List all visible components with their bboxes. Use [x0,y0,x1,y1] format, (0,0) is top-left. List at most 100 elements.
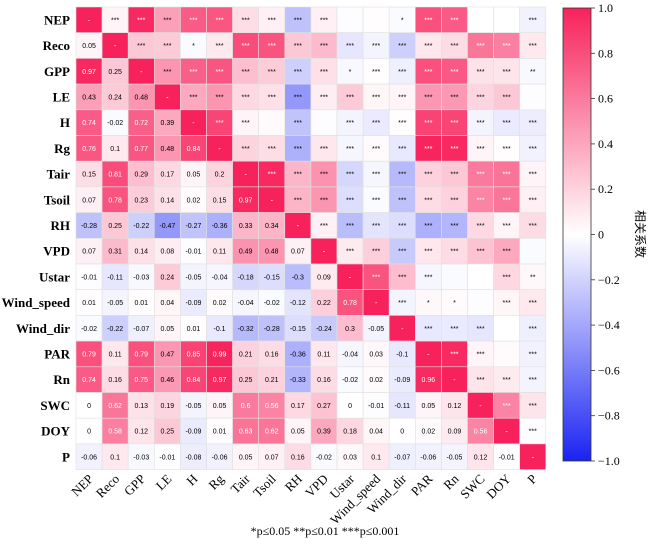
cell-significance-label: *** [320,17,328,24]
row-labels: NEP Reco GPP LE H Rg Tair Tsoil RH VPD Ustar Wind_s… [2,12,71,464]
heatmap-cell [258,186,286,213]
colorbar-tick-label: 0.8 [598,46,613,60]
cell-value-label: -0.09 [394,377,410,384]
heatmap-cell [414,212,442,239]
row-label: H [60,115,70,130]
heatmap-cell [362,340,390,368]
cell-value-label: 0.62 [265,429,279,436]
cell-significance-label: *** [476,69,484,76]
cell-significance-label: - [505,429,508,436]
cell-value-label: 0 [87,403,91,410]
cell-significance-label: *** [320,172,328,179]
cell-value-label: 0.79 [134,351,148,358]
cell-value-label: 0.03 [343,454,357,461]
cell-significance-label: *** [529,223,537,230]
heatmap-cell [154,32,181,59]
heatmap-cell [101,443,129,470]
heatmap-cell [180,58,207,85]
cell-value-label: 0.07 [82,249,96,256]
heatmap-cell [284,315,312,342]
cell-value-label: 0.12 [448,403,462,410]
cell-significance-label: *** [450,120,458,127]
cell-value-label: 0.25 [239,377,253,384]
cell-value-label: 0.02 [422,429,436,436]
cell-value-label: 0.33 [239,223,253,230]
cell-significance-label: *** [372,172,380,179]
cell-significance-label: *** [529,351,537,358]
column-label: RH [282,471,305,494]
cell-value-label: 0.05 [82,43,96,50]
heatmap-cell [388,443,416,470]
cell-significance-label: *** [372,69,380,76]
heatmap-cell [258,263,286,291]
heatmap-cell [310,160,338,188]
heatmap-cell [127,392,155,419]
cell-significance-label: *** [320,43,328,50]
row-label: RH [51,218,71,233]
cell-value-label: -0.05 [185,274,201,281]
heatmap-cell [519,340,547,368]
cell-value-label: 0.77 [134,146,148,153]
heatmap-cell [101,340,129,368]
cell-value-label: -0.02 [264,300,280,307]
heatmap-cell [441,289,468,316]
significance-footnote: *p≤0.05 **p≤0.01 ***p≤0.001 [250,524,400,538]
heatmap-cell [493,315,521,342]
cell-value-label: 0.05 [239,454,253,461]
heatmap-cell [362,109,390,136]
heatmap-cell [414,289,442,316]
heatmap-cell [258,392,286,419]
cell-value-label: 0.07 [265,454,279,461]
cell-value-label: 0.09 [317,274,331,281]
row-label: LE [53,89,70,104]
row-label: Ustar [39,269,70,284]
heatmap-cell [362,32,390,59]
cell-significance-label: *** [503,403,511,410]
cell-significance-label: *** [398,172,406,179]
cell-significance-label: - [323,249,326,256]
heatmap-cell [414,32,442,59]
column-label: Reco [93,471,122,500]
cell-value-label: 0.15 [82,172,96,179]
heatmap-cell [519,238,547,265]
heatmap-cell [493,238,521,265]
cell-value-label: 0.19 [161,403,175,410]
heatmap-cell [180,186,207,213]
cell-value-label: -0.07 [133,326,149,333]
cell-value-label: -0.01 [185,249,201,256]
heatmap-cell [127,340,155,368]
heatmap-cell [232,392,260,419]
row-label: Tair [47,167,71,182]
heatmap-cell [232,83,260,111]
heatmap-cell [284,6,312,34]
cell-significance-label: *** [242,43,250,50]
heatmap-cell [467,32,494,59]
cell-value-label: -0.47 [159,223,175,230]
heatmap-cell [75,32,103,59]
cell-significance-label: *** [294,94,302,101]
cell-significance-label: *** [189,17,197,24]
cell-value-label: -0.33 [290,377,306,384]
cell-value-label: -0.15 [264,274,280,281]
cell-significance-label: *** [450,17,458,24]
heatmap-cell [258,289,286,316]
cell-value-label: 0.07 [291,249,305,256]
heatmap-cell [310,443,338,470]
heatmap-cell [258,83,286,111]
heatmap-cell [75,392,103,419]
heatmap-cell [154,366,181,393]
cell-value-label: 0.97 [213,377,227,384]
heatmap-cell [75,443,103,470]
cell-value-label: 0.84 [187,146,201,153]
cell-value-label: 0.14 [161,197,175,204]
cell-significance-label: *** [372,249,380,256]
cell-value-label: 0.16 [265,351,279,358]
cell-significance-label: *** [294,43,302,50]
heatmap-cell [258,32,286,59]
colorbar-tick-label: −0.8 [598,409,620,423]
heatmap-cell [206,58,233,85]
heatmap-cell [493,392,521,419]
cell-significance-label: - [166,94,169,101]
cell-significance-label: *** [346,146,354,153]
cell-significance-label: *** [529,300,537,307]
